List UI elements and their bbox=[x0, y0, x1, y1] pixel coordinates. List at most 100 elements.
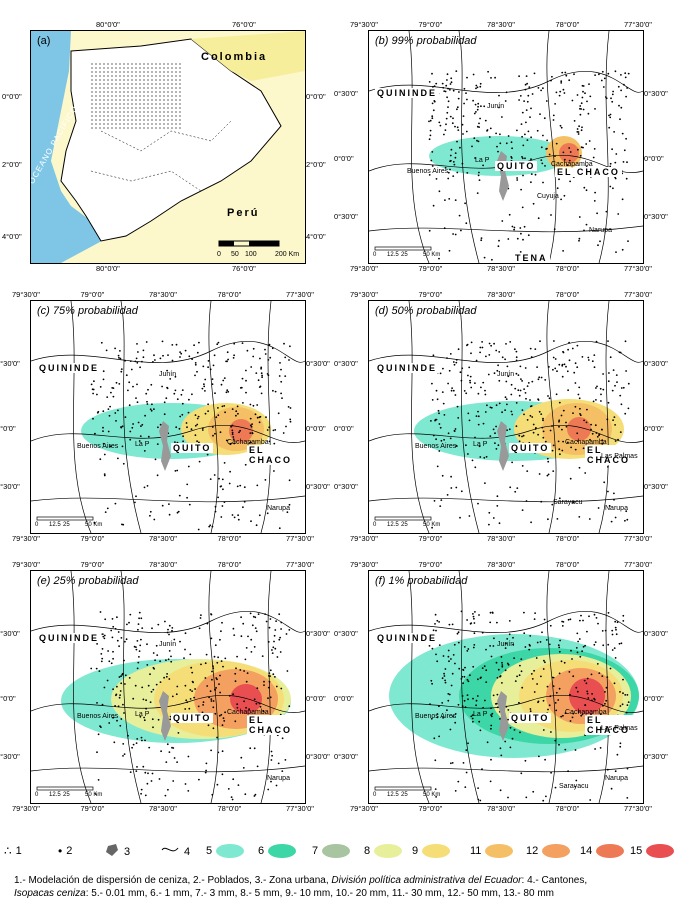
settlement-dot bbox=[508, 633, 511, 636]
lon-tick: 78°30'0" bbox=[487, 264, 515, 273]
settlement-dot bbox=[475, 359, 478, 362]
lon-tick: 77°30'0" bbox=[286, 534, 314, 543]
settlement-dot bbox=[519, 389, 522, 392]
settlement-dot bbox=[626, 797, 629, 799]
settlement-dot bbox=[479, 351, 481, 354]
settlement-dot bbox=[281, 770, 284, 772]
settlement-dot bbox=[568, 79, 571, 82]
settlement-dot bbox=[622, 678, 624, 681]
settlement-dot bbox=[108, 414, 111, 417]
settlement-dot bbox=[467, 742, 469, 745]
legend-item-12: 12 bbox=[526, 844, 571, 858]
settlement-dot bbox=[611, 633, 614, 636]
settlement-dot bbox=[563, 92, 566, 94]
settlement-dot bbox=[230, 425, 233, 428]
settlement-dot bbox=[607, 643, 610, 646]
settlement-dot bbox=[259, 357, 261, 360]
settlement-dot bbox=[536, 366, 538, 368]
settlement-dot bbox=[249, 432, 252, 434]
settlement-dot bbox=[207, 366, 210, 369]
settlement-dot bbox=[591, 693, 593, 695]
scale-tick: 50 Km bbox=[85, 522, 103, 528]
settlement-dot bbox=[588, 83, 590, 85]
settlement-dot bbox=[474, 436, 476, 439]
settlement-dot bbox=[196, 370, 198, 373]
settlement-dot bbox=[173, 638, 176, 641]
settlement-dot bbox=[591, 699, 593, 702]
settlement-dot bbox=[121, 425, 124, 428]
settlement-dot bbox=[558, 497, 561, 500]
settlement-dot bbox=[176, 761, 179, 763]
legend-number: 7 bbox=[312, 845, 319, 857]
settlement-dot bbox=[495, 349, 498, 352]
settlement-dot bbox=[429, 129, 432, 132]
settlement-dot bbox=[456, 171, 459, 174]
settlement-dot bbox=[255, 630, 258, 633]
lon-tick: 79°30'0" bbox=[350, 20, 378, 29]
canton-boundary bbox=[458, 301, 480, 533]
settlement-dot bbox=[124, 359, 126, 362]
lon-tick: 79°0'0" bbox=[418, 534, 443, 543]
settlement-dot bbox=[266, 512, 269, 515]
settlement-dot bbox=[611, 629, 614, 632]
settlement-dot bbox=[484, 119, 487, 122]
settlement-dot bbox=[92, 392, 94, 395]
settlement-dot bbox=[483, 456, 486, 459]
settlement-dot bbox=[454, 662, 456, 665]
settlement-dot bbox=[211, 670, 213, 673]
settlement-dot bbox=[527, 382, 530, 384]
settlement-dot bbox=[432, 204, 435, 207]
settlement-dot bbox=[625, 177, 628, 180]
settlement-dot bbox=[515, 359, 518, 362]
settlement-dot bbox=[519, 227, 522, 229]
settlement-dot bbox=[123, 753, 126, 755]
settlement-dot bbox=[530, 181, 532, 184]
settlement-dot bbox=[477, 502, 479, 505]
canton-boundary bbox=[546, 301, 557, 533]
settlement-dot bbox=[210, 698, 213, 700]
settlement-dot bbox=[585, 189, 588, 192]
settlement-dot bbox=[616, 753, 619, 756]
lat-tick-right: 0°30'0" bbox=[644, 628, 668, 638]
settlement-dot bbox=[434, 759, 437, 762]
caption-line1a: 1.- Modelación de dispersión de ceniza, … bbox=[14, 875, 332, 886]
settlement-dot bbox=[268, 343, 271, 346]
settlement-dot bbox=[521, 157, 524, 160]
settlement-dot bbox=[243, 700, 246, 703]
settlement-dot bbox=[624, 694, 627, 696]
settlement-dot bbox=[538, 755, 540, 758]
settlement-dot bbox=[249, 403, 252, 406]
settlement-dot bbox=[572, 712, 575, 715]
settlement-dot bbox=[587, 112, 590, 115]
settlement-dot bbox=[614, 620, 617, 623]
settlement-dot bbox=[175, 693, 178, 696]
settlement-dot bbox=[597, 622, 599, 625]
lon-tick: 78°30'0" bbox=[149, 560, 177, 569]
settlement-dot bbox=[585, 223, 588, 226]
place-junin: Junín bbox=[497, 371, 515, 378]
settlement-dot bbox=[555, 393, 558, 396]
lat-tick-right: 0°30'0" bbox=[644, 751, 668, 761]
settlement-dot bbox=[131, 746, 133, 749]
settlement-dot bbox=[182, 440, 185, 443]
settlement-dot bbox=[201, 429, 204, 431]
settlement-dot bbox=[605, 699, 608, 702]
settlement-dot bbox=[479, 729, 482, 732]
lon-tick: 78°0'0" bbox=[555, 804, 580, 813]
scale-tick: 50 Km bbox=[423, 522, 441, 528]
settlement-dot bbox=[525, 75, 528, 77]
settlement-dot bbox=[267, 359, 270, 361]
settlement-dot bbox=[488, 354, 491, 356]
settlement-dot bbox=[185, 422, 188, 424]
settlement-dot bbox=[523, 388, 525, 390]
settlement-dot bbox=[120, 370, 123, 373]
settlement-dot bbox=[252, 347, 255, 350]
legend-item-14: 14 bbox=[580, 844, 625, 858]
settlement-dot bbox=[521, 465, 524, 467]
settlement-dot bbox=[189, 689, 192, 691]
settlement-dot bbox=[123, 659, 125, 662]
settlement-dot bbox=[496, 505, 499, 507]
settlement-dot bbox=[599, 713, 602, 716]
ash-dispersion-map-c bbox=[31, 301, 305, 533]
settlement-dot bbox=[488, 523, 490, 526]
